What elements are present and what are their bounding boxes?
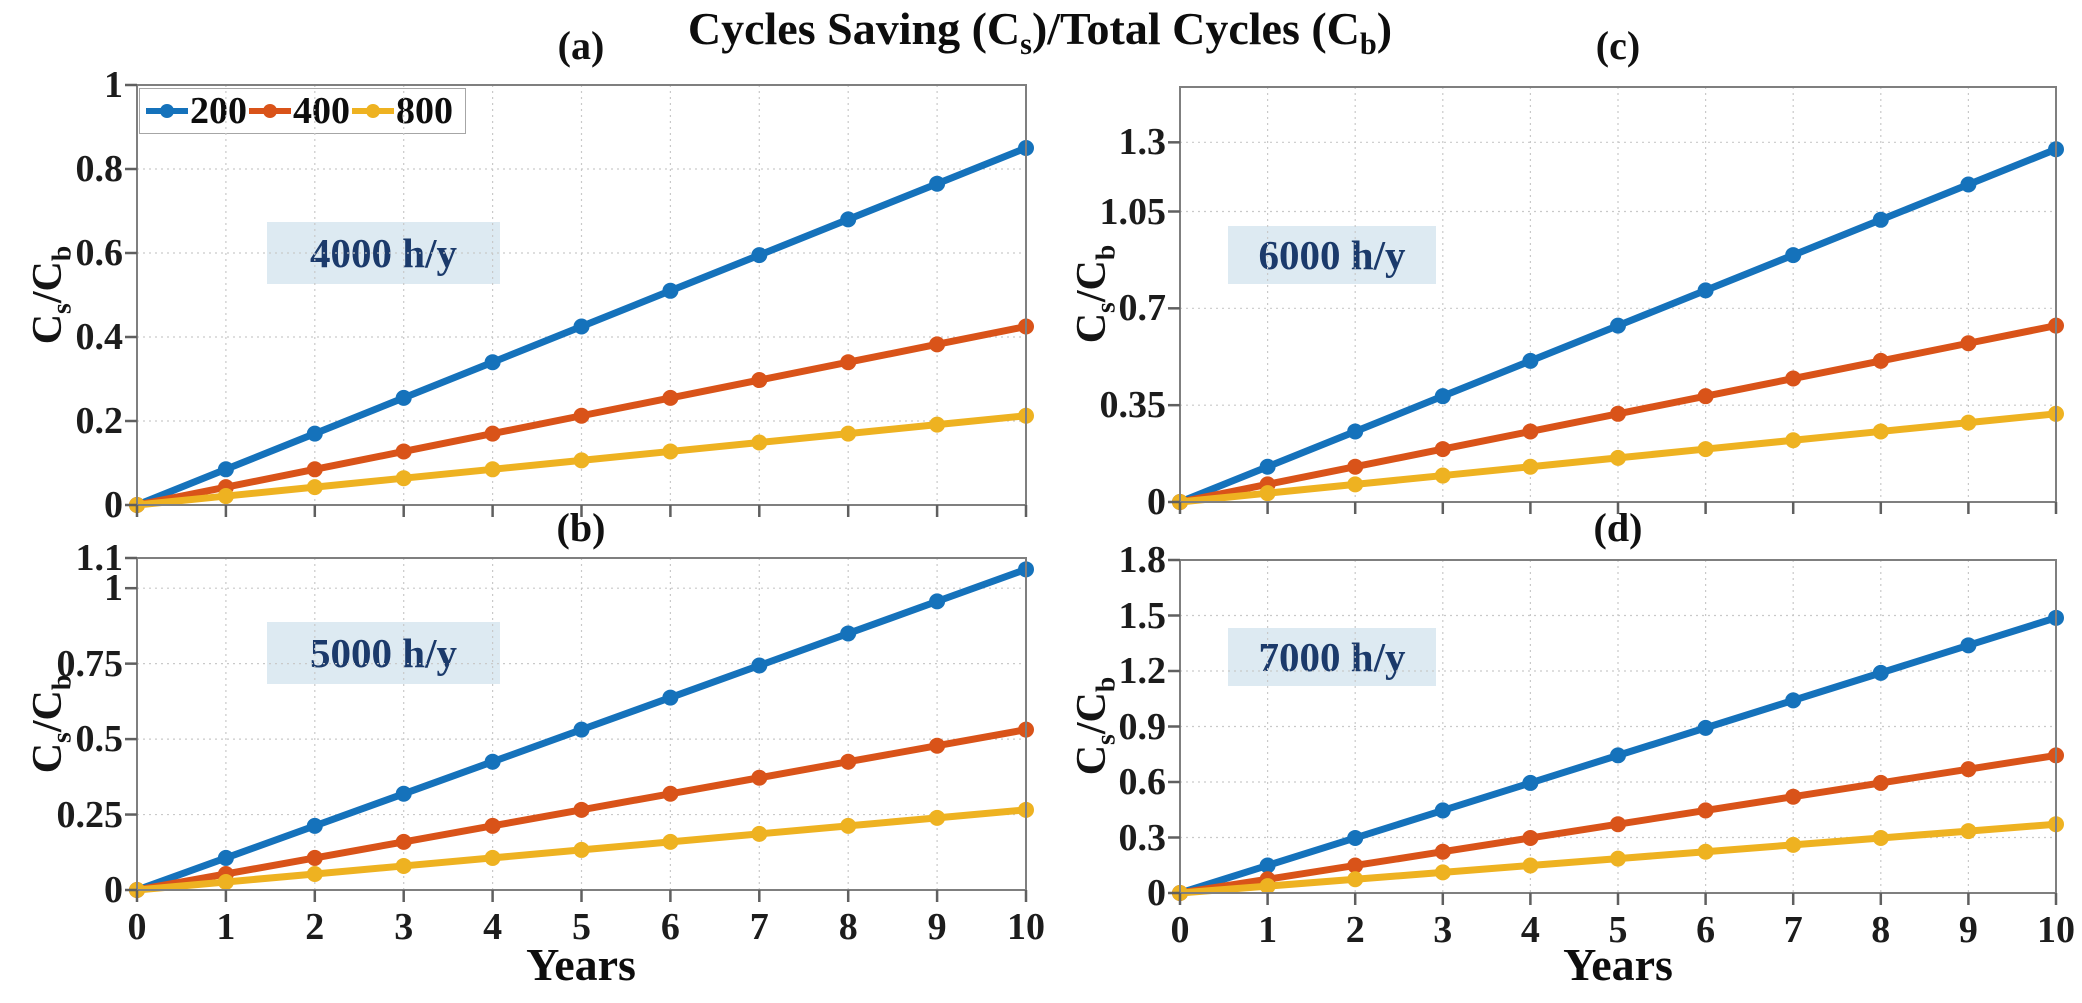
x-tick-label: 6: [1696, 911, 1715, 949]
panel-title-a: (a): [558, 22, 605, 69]
y-tick-label: 1: [104, 66, 123, 104]
y-tick-label: 0.5: [76, 720, 124, 758]
y-axis-label-d: Cs/Cb: [1068, 677, 1116, 776]
x-tick-label: 3: [394, 908, 413, 946]
x-tick-label: 0: [128, 908, 147, 946]
y-tick-label: 1.1: [76, 539, 124, 577]
y-tick-label: 0.35: [1100, 386, 1167, 424]
x-tick-label: 1: [1258, 911, 1277, 949]
chart-canvas-a: [137, 85, 1026, 505]
x-tick-label: 9: [928, 908, 947, 946]
y-tick-label: 0.2: [76, 402, 124, 440]
y-tick-label: 0.6: [76, 234, 124, 272]
y-tick-label: 0.4: [76, 318, 124, 356]
x-tick-label: 0: [1171, 911, 1190, 949]
y-tick-label: 1.5: [1119, 597, 1167, 635]
x-tick-label: 2: [1346, 911, 1365, 949]
x-tick-label: 5: [572, 908, 591, 946]
y-tick-label: 1.8: [1119, 541, 1167, 579]
y-tick-label: 0.25: [57, 796, 124, 834]
x-tick-label: 8: [839, 908, 858, 946]
x-tick-label: 6: [661, 908, 680, 946]
chart-canvas-d: [1180, 560, 2056, 893]
y-tick-label: 1.2: [1119, 652, 1167, 690]
y-axis-label-a: Cs/Cb: [24, 246, 72, 345]
y-axis-label-c: Cs/Cb: [1068, 245, 1116, 344]
chart-canvas-c: [1180, 87, 2056, 502]
y-tick-label: 0.3: [1119, 819, 1167, 857]
y-tick-label: 0: [1147, 874, 1166, 912]
x-tick-label: 2: [305, 908, 324, 946]
x-tick-label: 7: [750, 908, 769, 946]
figure-title: Cycles Saving (Cs)/Total Cycles (Cb): [60, 2, 2020, 55]
panel-title-c: (c): [1596, 22, 1640, 69]
y-tick-label: 1.3: [1119, 123, 1167, 161]
x-tick-label: 9: [1959, 911, 1978, 949]
chart-canvas-b: [137, 558, 1026, 890]
y-tick-label: 0.9: [1119, 708, 1167, 746]
y-tick-label: 0.7: [1119, 289, 1167, 327]
x-tick-label: 8: [1871, 911, 1890, 949]
y-tick-label: 0: [104, 871, 123, 909]
y-tick-label: 0: [1147, 483, 1166, 521]
x-tick-label: 5: [1609, 911, 1628, 949]
x-tick-label: 10: [1007, 908, 1045, 946]
x-tick-label: 7: [1784, 911, 1803, 949]
x-tick-label: 4: [1521, 911, 1540, 949]
x-tick-label: 4: [483, 908, 502, 946]
y-tick-label: 1.05: [1100, 193, 1167, 231]
y-tick-label: 0: [104, 486, 123, 524]
x-tick-label: 3: [1433, 911, 1452, 949]
y-tick-label: 0.75: [57, 645, 124, 683]
x-tick-label: 10: [2037, 911, 2075, 949]
y-tick-label: 0.6: [1119, 763, 1167, 801]
y-tick-label: 0.8: [76, 150, 124, 188]
x-tick-label: 1: [216, 908, 235, 946]
y-axis-label-b: Cs/Cb: [24, 675, 72, 774]
